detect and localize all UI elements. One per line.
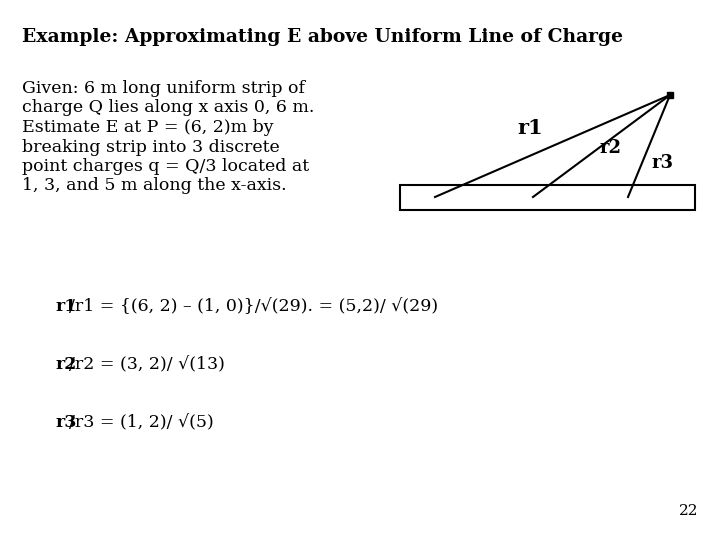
Text: r3: r3 xyxy=(652,154,674,172)
Bar xyxy=(400,185,695,210)
Text: /r2 = (3, 2)/ √(13): /r2 = (3, 2)/ √(13) xyxy=(69,356,225,373)
Text: charge Q lies along x axis 0, 6 m.: charge Q lies along x axis 0, 6 m. xyxy=(22,99,315,117)
Text: r2: r2 xyxy=(55,356,76,373)
Text: r1: r1 xyxy=(55,298,76,315)
Text: Estimate E at P = (6, 2)m by: Estimate E at P = (6, 2)m by xyxy=(22,119,274,136)
Text: r1: r1 xyxy=(517,118,543,138)
Text: Given: 6 m long uniform strip of: Given: 6 m long uniform strip of xyxy=(22,80,305,97)
Text: /r3 = (1, 2)/ √(5): /r3 = (1, 2)/ √(5) xyxy=(69,414,214,431)
Text: point charges q = Q/3 located at: point charges q = Q/3 located at xyxy=(22,158,309,175)
Text: r3: r3 xyxy=(55,414,76,431)
Text: Example: Approximating E above Uniform Line of Charge: Example: Approximating E above Uniform L… xyxy=(22,28,623,46)
Text: r2: r2 xyxy=(599,139,621,157)
Text: /r1 = {(6, 2) – (1, 0)}/√(29). = (5,2)/ √(29): /r1 = {(6, 2) – (1, 0)}/√(29). = (5,2)/ … xyxy=(69,298,438,315)
Text: 1, 3, and 5 m along the x-axis.: 1, 3, and 5 m along the x-axis. xyxy=(22,178,287,194)
Text: 22: 22 xyxy=(678,504,698,518)
Text: breaking strip into 3 discrete: breaking strip into 3 discrete xyxy=(22,138,280,156)
